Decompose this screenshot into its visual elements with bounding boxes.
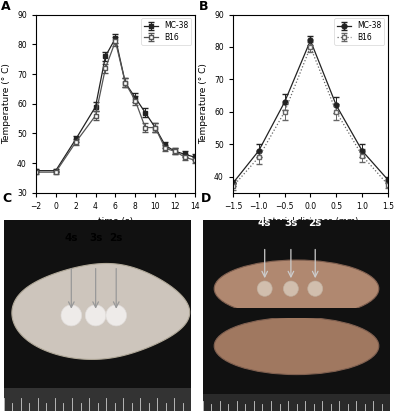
Y-axis label: Temperature (° C): Temperature (° C) (2, 63, 12, 144)
X-axis label: Laterial distance (mm): Laterial distance (mm) (263, 217, 358, 226)
Circle shape (61, 305, 82, 326)
Bar (4, 388, 191, 411)
Circle shape (308, 281, 323, 296)
Bar (203, 394, 390, 411)
Text: 4s: 4s (258, 217, 271, 227)
Circle shape (257, 281, 272, 296)
Legend: MC-38, B16: MC-38, B16 (334, 18, 384, 45)
Text: A: A (1, 0, 10, 13)
X-axis label: time (s): time (s) (98, 217, 133, 226)
Text: 3s: 3s (284, 217, 298, 227)
Circle shape (85, 305, 106, 326)
Ellipse shape (214, 260, 379, 317)
Ellipse shape (214, 317, 379, 375)
Text: D: D (201, 192, 211, 205)
Bar (213, 308, 380, 318)
Text: 4s: 4s (64, 233, 78, 243)
Y-axis label: Temperature (° C): Temperature (° C) (199, 63, 209, 144)
Circle shape (283, 281, 298, 296)
Text: B: B (199, 0, 208, 13)
Polygon shape (12, 264, 190, 359)
Text: 2s: 2s (109, 233, 123, 243)
Circle shape (106, 305, 127, 326)
Text: 3s: 3s (89, 233, 102, 243)
Text: 2s: 2s (308, 217, 322, 227)
Legend: MC-38, B16: MC-38, B16 (141, 18, 191, 45)
Text: C: C (2, 192, 11, 205)
